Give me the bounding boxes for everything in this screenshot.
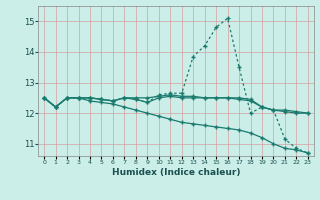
X-axis label: Humidex (Indice chaleur): Humidex (Indice chaleur) bbox=[112, 168, 240, 177]
